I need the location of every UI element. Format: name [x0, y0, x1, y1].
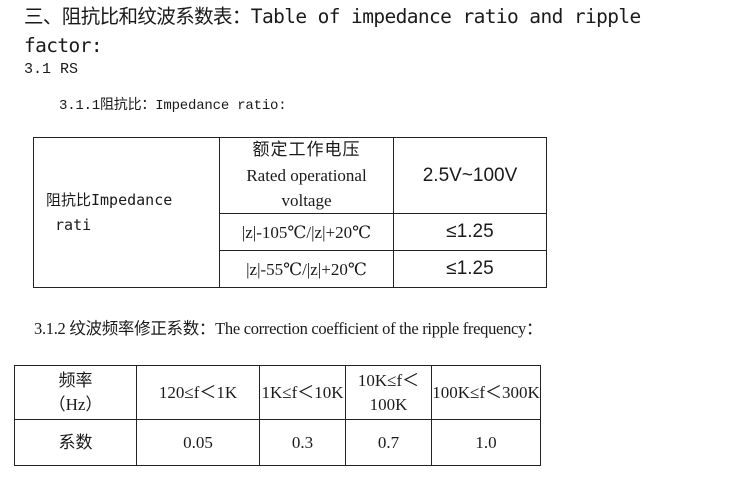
row-label-line2: rati — [46, 215, 92, 234]
frequency-range: 1K≤f＜10K — [259, 365, 346, 420]
coefficient-header: 系数 — [14, 419, 137, 466]
range-text: 10K≤f＜ — [357, 370, 420, 390]
frequency-unit: （Hz） — [48, 394, 103, 414]
impedance-ratio-table: 阻抗比Impedance rati 额定工作电压 Rated operation… — [33, 137, 547, 288]
document-heading-continued: factor: — [24, 34, 103, 57]
section-title: 3.1 RS — [24, 61, 79, 78]
coefficient-value: 1.0 — [431, 419, 541, 466]
coefficient-value: 0.7 — [345, 419, 432, 466]
impedance-condition: |z|-105℃/|z|+20℃ — [219, 213, 394, 251]
range-text: 1K≤f＜10K — [261, 382, 344, 402]
rated-voltage-value: 2.5V~100V — [393, 137, 547, 214]
impedance-ratio-title: 3.1.1阻抗比：Impedance ratio: — [59, 98, 287, 114]
impedance-value: ≤1.25 — [393, 250, 547, 288]
rated-voltage-en1: Rated operational — [246, 166, 367, 185]
impedance-value: ≤1.25 — [393, 213, 547, 251]
rated-voltage-cn: 额定工作电压 — [252, 140, 361, 160]
frequency-header: 频率 （Hz） — [14, 365, 137, 420]
frequency-range: 10K≤f＜ 100K — [345, 365, 432, 420]
frequency-label: 频率 — [58, 370, 93, 390]
coefficient-value: 0.3 — [259, 419, 346, 466]
frequency-range: 120≤f＜1K — [136, 365, 260, 420]
frequency-range: 100K≤f＜300K — [431, 365, 541, 420]
row-label-line1: 阻抗比Impedance — [46, 190, 173, 209]
range-text: 120≤f＜1K — [158, 382, 238, 402]
rated-voltage-en2: voltage — [281, 191, 332, 210]
range-text: 100K — [369, 394, 408, 414]
rated-voltage-header: 额定工作电压 Rated operational voltage — [219, 137, 394, 214]
document-heading: 三、阻抗比和纹波系数表：Table of impedance ratio and… — [24, 5, 641, 28]
impedance-condition: |z|-55℃/|z|+20℃ — [219, 250, 394, 288]
range-text: 100K≤f＜300K — [432, 382, 540, 402]
impedance-row-label: 阻抗比Impedance rati — [33, 137, 220, 288]
ripple-coefficient-table: 频率 （Hz） 120≤f＜1K 1K≤f＜10K 10K≤f＜ 100K 10… — [14, 365, 541, 466]
ripple-coefficient-title: 3.1.2 纹波频率修正系数：The correction coefficien… — [34, 319, 543, 338]
coefficient-value: 0.05 — [136, 419, 260, 466]
